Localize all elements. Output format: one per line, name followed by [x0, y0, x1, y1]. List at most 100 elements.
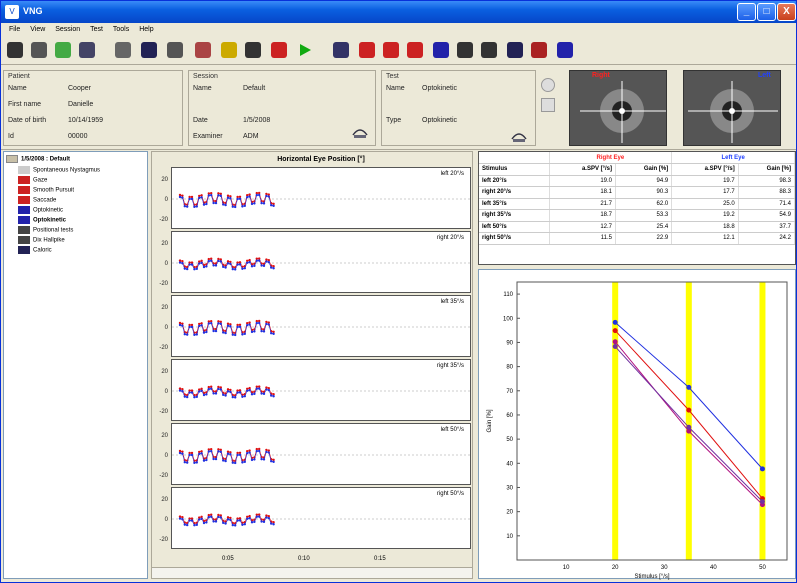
wizard-icon[interactable] — [55, 42, 71, 58]
horizontal-scrollbar[interactable] — [151, 567, 473, 579]
table-cell: 71.4 — [738, 198, 796, 210]
data-point — [759, 498, 765, 504]
tree-item-label: Positional tests — [33, 227, 74, 234]
minimize-button[interactable]: _ — [737, 3, 756, 21]
trace-ytick: -20 — [159, 473, 168, 479]
stop-button[interactable] — [541, 98, 555, 112]
tree-item-1[interactable]: Gaze — [18, 176, 47, 184]
plot-frame — [516, 281, 788, 561]
edit-icon[interactable] — [195, 42, 211, 58]
light-icon[interactable] — [221, 42, 237, 58]
table-cell: 19.2 — [671, 209, 739, 222]
y-axis-label: Gain [%] — [487, 409, 493, 432]
record-button[interactable] — [541, 78, 555, 92]
optokinetic-icon[interactable] — [433, 42, 449, 58]
test-type-icon — [18, 226, 30, 234]
trace-plot-1: right 20°/s — [171, 231, 471, 293]
right-eye-label: Right — [592, 72, 610, 79]
new-icon[interactable] — [7, 42, 23, 58]
table-cell: 18.8 — [671, 221, 739, 233]
data-point — [612, 344, 618, 350]
session-date-label: Date — [193, 117, 208, 124]
tree-item-label: Caloric — [33, 247, 52, 254]
trace-xtick: 0:05 — [222, 556, 234, 562]
table-cell: 25.0 — [671, 198, 739, 210]
tree-item-4[interactable]: Optokinetic — [18, 206, 63, 214]
print-preview-icon[interactable] — [115, 42, 131, 58]
camera-icon[interactable] — [245, 42, 261, 58]
close-button[interactable]: X — [777, 3, 796, 21]
maximize-button[interactable]: □ — [757, 3, 776, 21]
menu-test[interactable]: Test — [90, 26, 103, 33]
x-tick-label: 50 — [759, 565, 766, 571]
y-tick-label: 40 — [506, 461, 513, 467]
table-cell: 19.0 — [549, 175, 617, 187]
session-group: Session Name Default Date 1/5/2008 Exami… — [188, 70, 376, 146]
dix-hallpike-icon[interactable] — [481, 42, 497, 58]
tree-item-5[interactable]: Optokinetic — [18, 216, 66, 224]
edit-session-icon[interactable] — [351, 123, 369, 139]
menu-help[interactable]: Help — [139, 26, 154, 33]
trace-ytick: -20 — [159, 217, 168, 223]
test-type-icon — [18, 216, 30, 224]
test-type-value: Optokinetic — [422, 117, 458, 124]
menu-session[interactable]: Session — [55, 26, 81, 33]
table-cell: right 50°/s — [479, 232, 550, 245]
spontaneous-icon[interactable] — [333, 42, 349, 58]
print-icon[interactable] — [167, 42, 183, 58]
x-tick-label: 20 — [612, 565, 619, 571]
data-point — [686, 407, 692, 413]
patient-name-label: Name — [8, 85, 27, 92]
test-type-label: Type — [386, 117, 402, 124]
gaze-icon[interactable] — [359, 42, 375, 58]
open-icon[interactable] — [31, 42, 47, 58]
play-icon[interactable] — [297, 42, 313, 58]
tree-item-7[interactable]: Dix Hallpike — [18, 236, 65, 244]
tree-item-3[interactable]: Saccade — [18, 196, 56, 204]
menu-file[interactable]: File — [9, 26, 21, 33]
menu-view[interactable]: View — [30, 26, 46, 33]
trace-ytick: 0 — [164, 325, 168, 331]
right-eye-header: Right Eye — [549, 152, 673, 164]
calibrate-icon[interactable] — [271, 42, 287, 58]
tree-item-0[interactable]: Spontaneous Nystagmus — [18, 166, 100, 174]
trace-ytick: 0 — [164, 517, 168, 523]
tree-item-8[interactable]: Caloric — [18, 246, 52, 254]
test-header: Test — [386, 73, 399, 80]
save-icon[interactable] — [141, 42, 157, 58]
positional-icon[interactable] — [457, 42, 473, 58]
tree-root[interactable]: 1/5/2008 : Default — [6, 155, 70, 163]
database-icon[interactable] — [79, 42, 95, 58]
table-cell: 90.3 — [615, 186, 673, 199]
tree-item-label: Dix Hallpike — [33, 237, 65, 244]
tree-item-label: Spontaneous Nystagmus — [33, 167, 101, 174]
smooth-pursuit-icon[interactable] — [383, 42, 399, 58]
test-type-icon — [18, 236, 30, 244]
head-impulse-icon[interactable] — [531, 42, 547, 58]
edit-test-icon[interactable] — [510, 127, 528, 143]
table-cell: left 50°/s — [479, 221, 550, 233]
patient-group: Patient Name Cooper First name Danielle … — [3, 70, 183, 146]
trace-plot-5: right 50°/s — [171, 487, 471, 549]
table-header: a.SPV [°/s] — [549, 163, 617, 176]
rotary-icon[interactable] — [557, 42, 573, 58]
y-tick-label: 110 — [503, 292, 513, 298]
table-row: left 50°/s 12.7 25.4 18.8 37.7 — [479, 221, 796, 233]
trace-ytick: 20 — [161, 305, 168, 311]
trace-ytick: -20 — [159, 409, 168, 415]
trace-ytick: 0 — [164, 197, 168, 203]
caloric-icon[interactable] — [507, 42, 523, 58]
tree-item-6[interactable]: Positional tests — [18, 226, 73, 234]
gain-chart-svg: 10 20 30 40 50 60 70 80 90 100 110 10 20 30 40 50 Stimul… — [487, 281, 788, 580]
menu-tools[interactable]: Tools — [112, 26, 130, 33]
trace-ytick: 0 — [164, 453, 168, 459]
table-cell: 62.0 — [615, 198, 673, 210]
table-cell: 17.7 — [671, 186, 739, 199]
tree-item-2[interactable]: Smooth Pursuit — [18, 186, 74, 194]
trace-panel: Horizontal Eye Position [°] left 20°/s 20 0… — [151, 151, 473, 579]
table-cell: left 35°/s — [479, 198, 550, 210]
tree-item-label: Gaze — [33, 177, 48, 184]
saccade-icon[interactable] — [407, 42, 423, 58]
table-cell: 21.7 — [549, 198, 617, 210]
patient-dob-label: Date of birth — [8, 117, 47, 124]
